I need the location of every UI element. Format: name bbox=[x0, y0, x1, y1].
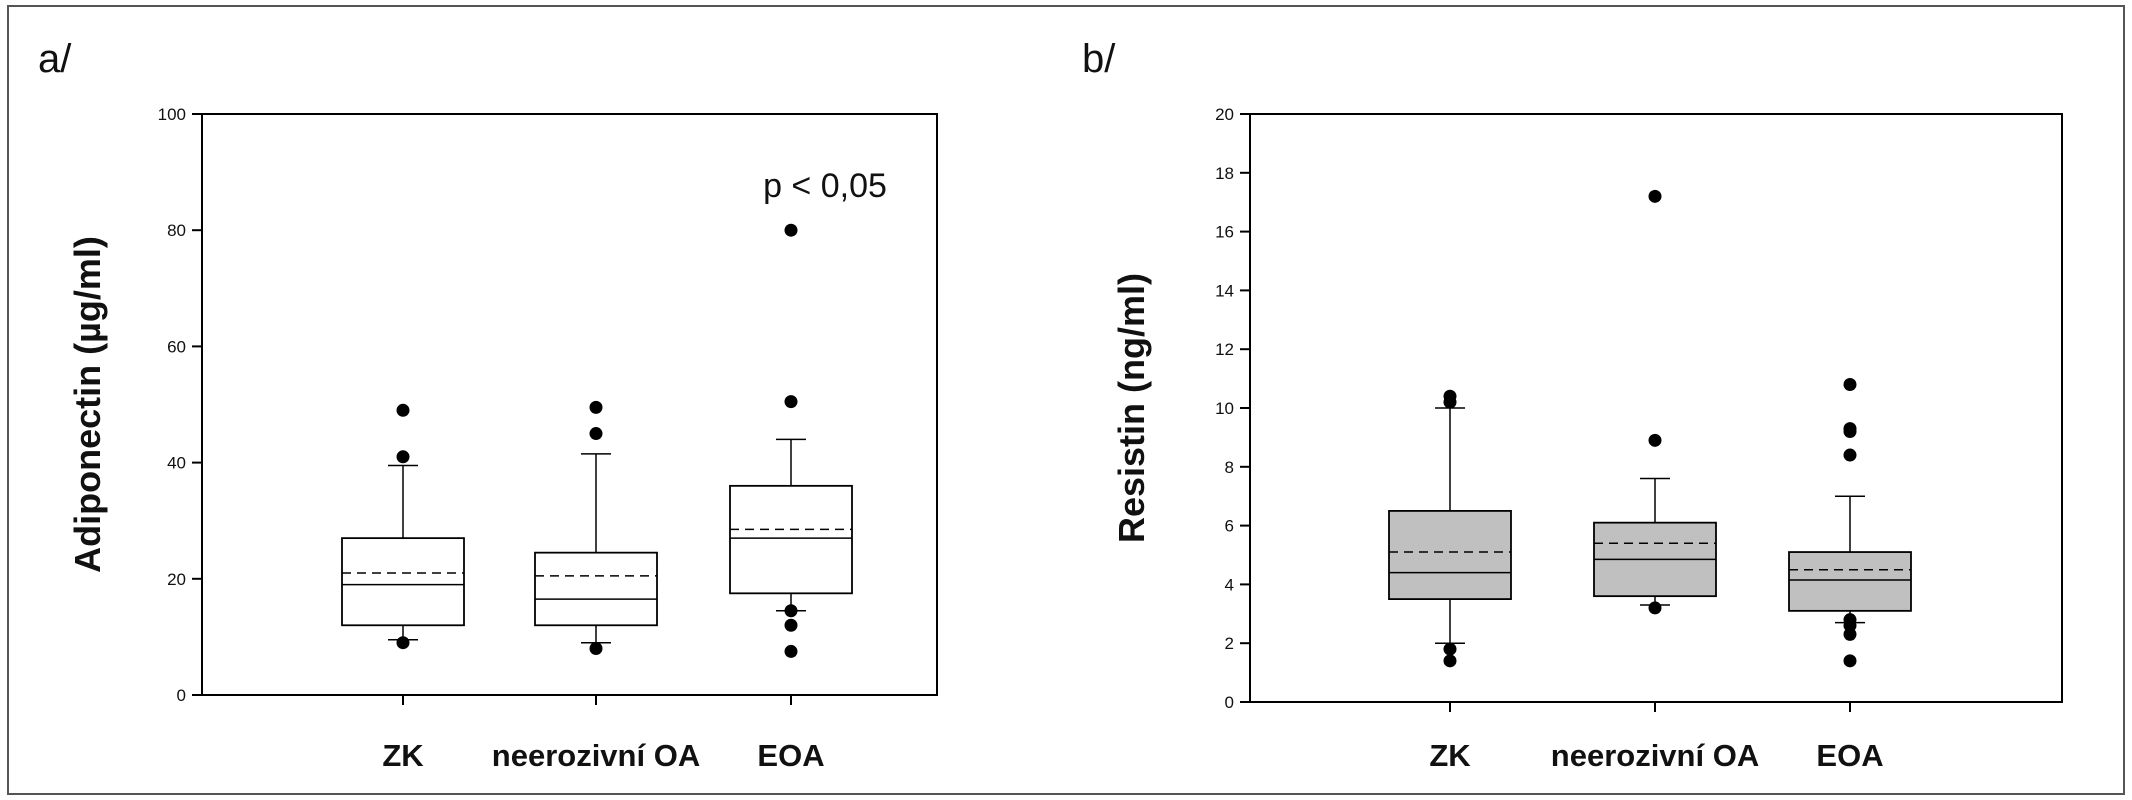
outlier-point bbox=[396, 636, 410, 650]
outlier-point bbox=[1843, 377, 1857, 391]
y-tick-label: 20 bbox=[167, 570, 186, 589]
outlier-point bbox=[784, 644, 798, 658]
outlier-point bbox=[589, 400, 603, 414]
figure-frame bbox=[7, 5, 2125, 795]
outlier-point bbox=[784, 618, 798, 632]
outlier-point bbox=[1843, 654, 1857, 668]
y-tick-label: 10 bbox=[1215, 399, 1234, 418]
y-tick-label: 20 bbox=[1215, 105, 1234, 124]
chart-panel-0: a/0 20 40 60 80 100 Adiponectin (µg/ml) ZK neero… bbox=[38, 37, 938, 773]
plot-frame bbox=[201, 113, 938, 696]
y-tick-label: 0 bbox=[1225, 693, 1234, 712]
outlier-point bbox=[784, 223, 798, 237]
panel-label: a/ bbox=[38, 37, 72, 81]
annotation-text: p < 0,05 bbox=[763, 167, 887, 205]
outlier-point bbox=[1843, 448, 1857, 462]
y-axis-label: Adiponectin (µg/ml) bbox=[67, 236, 108, 573]
outlier-point bbox=[396, 403, 410, 417]
outlier-point bbox=[1843, 613, 1857, 627]
box-0 bbox=[1388, 389, 1512, 668]
x-category-label: EOA bbox=[1816, 738, 1883, 773]
x-category-label: ZK bbox=[1429, 738, 1471, 773]
outlier-point bbox=[1648, 601, 1662, 615]
box-rect bbox=[341, 537, 465, 627]
y-tick-label: 18 bbox=[1215, 164, 1234, 183]
box-2 bbox=[1788, 377, 1912, 668]
box-0 bbox=[341, 403, 465, 650]
box-rect bbox=[729, 484, 853, 595]
outlier-point bbox=[784, 395, 798, 409]
y-tick-label: 16 bbox=[1215, 223, 1234, 242]
y-tick-label: 4 bbox=[1225, 575, 1234, 594]
outlier-point bbox=[1843, 422, 1857, 436]
y-tick-label: 6 bbox=[1225, 517, 1234, 536]
outlier-point bbox=[396, 450, 410, 464]
outlier-point bbox=[1648, 189, 1662, 203]
outlier-point bbox=[1443, 654, 1457, 668]
box-rect bbox=[534, 551, 658, 627]
box-1 bbox=[534, 400, 658, 656]
x-category-label: ZK bbox=[382, 738, 424, 773]
outlier-point bbox=[589, 642, 603, 656]
box-rect bbox=[1388, 509, 1512, 600]
panel-label: b/ bbox=[1082, 37, 1116, 81]
outlier-point bbox=[1443, 389, 1457, 403]
y-tick-label: 80 bbox=[167, 221, 186, 240]
outlier-point bbox=[784, 604, 798, 618]
y-tick-label: 100 bbox=[158, 105, 186, 124]
box-rect bbox=[1788, 551, 1912, 612]
outlier-point bbox=[1443, 642, 1457, 656]
y-tick-label: 0 bbox=[177, 686, 186, 705]
box-1 bbox=[1593, 189, 1717, 615]
y-axis-label: Resistin (ng/ml) bbox=[1111, 273, 1152, 543]
x-category-label: neerozivní OA bbox=[492, 738, 700, 773]
box-2 bbox=[729, 223, 853, 658]
chart-panel-1: b/0 2 4 6 8 10 12 14 16 18 20 Resistin (ng/ml) ZK nee… bbox=[1082, 37, 2063, 773]
y-tick-label: 12 bbox=[1215, 340, 1234, 359]
y-tick-label: 14 bbox=[1215, 281, 1234, 300]
x-category-label: neerozivní OA bbox=[1551, 738, 1759, 773]
y-tick-label: 60 bbox=[167, 337, 186, 356]
outlier-point bbox=[1648, 433, 1662, 447]
outlier-point bbox=[589, 427, 603, 441]
y-tick-label: 40 bbox=[167, 454, 186, 473]
y-tick-label: 8 bbox=[1225, 458, 1234, 477]
x-category-label: EOA bbox=[757, 738, 824, 773]
y-tick-label: 2 bbox=[1225, 634, 1234, 653]
